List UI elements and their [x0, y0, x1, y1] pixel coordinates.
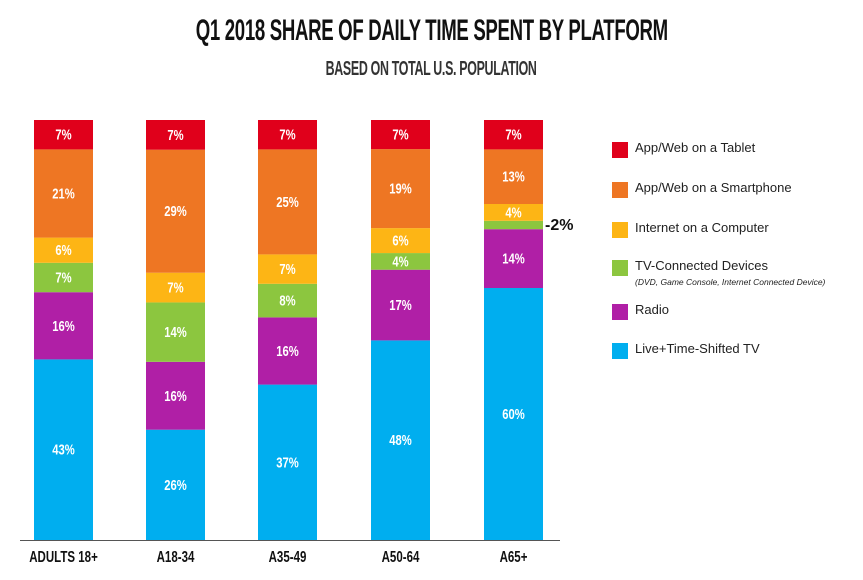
outside-data-label: -2% [545, 217, 573, 234]
bar-segment [371, 269, 430, 341]
legend-swatch [612, 304, 628, 320]
bar-segment [146, 272, 205, 303]
x-tick-label: A50-64 [382, 547, 420, 565]
data-label: 16% [52, 317, 75, 334]
x-tick-label: A35-49 [269, 547, 307, 565]
bar-segment [34, 359, 93, 540]
data-label: 60% [502, 405, 525, 422]
bar-segment [258, 384, 317, 540]
bar-segment [371, 253, 430, 270]
legend-label: Internet on a Computer [635, 220, 769, 235]
data-label: 16% [276, 342, 299, 359]
bar-segment [34, 262, 93, 293]
data-label: 26% [164, 476, 187, 493]
data-label: 13% [502, 168, 525, 185]
bar-segment [484, 229, 543, 288]
bar-segment [146, 302, 205, 362]
data-label: 48% [389, 432, 412, 449]
bar-segment [34, 120, 93, 150]
bar-segment [258, 254, 317, 284]
x-tick-label: A65+ [500, 547, 528, 565]
bar-segment [258, 283, 317, 318]
data-label: 25% [276, 193, 299, 210]
bar-segment [146, 149, 205, 273]
data-label: 8% [279, 292, 295, 309]
data-label: 7% [55, 269, 71, 286]
bar-segment [371, 120, 430, 150]
data-label: 7% [55, 126, 71, 143]
data-label: 29% [164, 203, 187, 220]
data-label: 37% [276, 454, 299, 471]
data-label: 7% [392, 126, 408, 143]
legend-swatch [612, 260, 628, 276]
bar-segment [371, 149, 430, 229]
data-label: 4% [392, 253, 408, 270]
data-label: 17% [389, 296, 412, 313]
chart-title: Q1 2018 SHARE OF DAILY TIME SPENT BY PLA… [0, 14, 863, 48]
bar-segment [34, 292, 93, 360]
data-label: 14% [164, 324, 187, 341]
legend-swatch [612, 142, 628, 158]
data-label: 16% [164, 387, 187, 404]
bar-segment [484, 149, 543, 204]
data-label: 21% [52, 185, 75, 202]
chart-title-text: Q1 2018 SHARE OF DAILY TIME SPENT BY PLA… [195, 14, 668, 47]
data-label: 7% [505, 126, 521, 143]
bar-segment [34, 149, 93, 238]
chart-subtitle-text: BASED ON TOTAL U.S. POPULATION [326, 58, 537, 80]
legend-swatch [612, 222, 628, 238]
bar-segment [371, 340, 430, 540]
data-label: 7% [167, 126, 183, 143]
legend-label: TV-Connected Devices [635, 258, 768, 273]
legend-label: App/Web on a Smartphone [635, 180, 792, 195]
legend-label: App/Web on a Tablet [635, 140, 756, 155]
bar-segment [146, 429, 205, 540]
data-label: 4% [505, 204, 521, 221]
data-label: 14% [502, 250, 525, 267]
bar-segment [146, 120, 205, 150]
data-label: 19% [389, 180, 412, 197]
data-label: 7% [167, 279, 183, 296]
data-label: 6% [55, 242, 71, 259]
legend-label: Radio [635, 302, 669, 317]
bar-segment [484, 288, 543, 540]
data-label: 43% [52, 441, 75, 458]
bar-segment [371, 228, 430, 254]
bar-segment [484, 204, 543, 221]
legend-label: Live+Time-Shifted TV [635, 341, 760, 356]
data-label: 6% [392, 232, 408, 249]
data-label: 7% [279, 126, 295, 143]
bar-segment [34, 237, 93, 263]
data-label: 7% [279, 261, 295, 278]
x-tick-label: A18-34 [157, 547, 195, 565]
bar-segment [258, 317, 317, 385]
bar-segment [258, 149, 317, 255]
legend-swatch [612, 182, 628, 198]
bar-segment [484, 220, 543, 230]
legend-swatch [612, 343, 628, 359]
chart-subtitle: BASED ON TOTAL U.S. POPULATION [0, 58, 863, 81]
x-tick-label: ADULTS 18+ [29, 547, 98, 565]
bar-segment [146, 361, 205, 430]
legend-note: (DVD, Game Console, Internet Connected D… [635, 277, 826, 287]
bar-segment [258, 120, 317, 150]
bar-segment [484, 120, 543, 150]
